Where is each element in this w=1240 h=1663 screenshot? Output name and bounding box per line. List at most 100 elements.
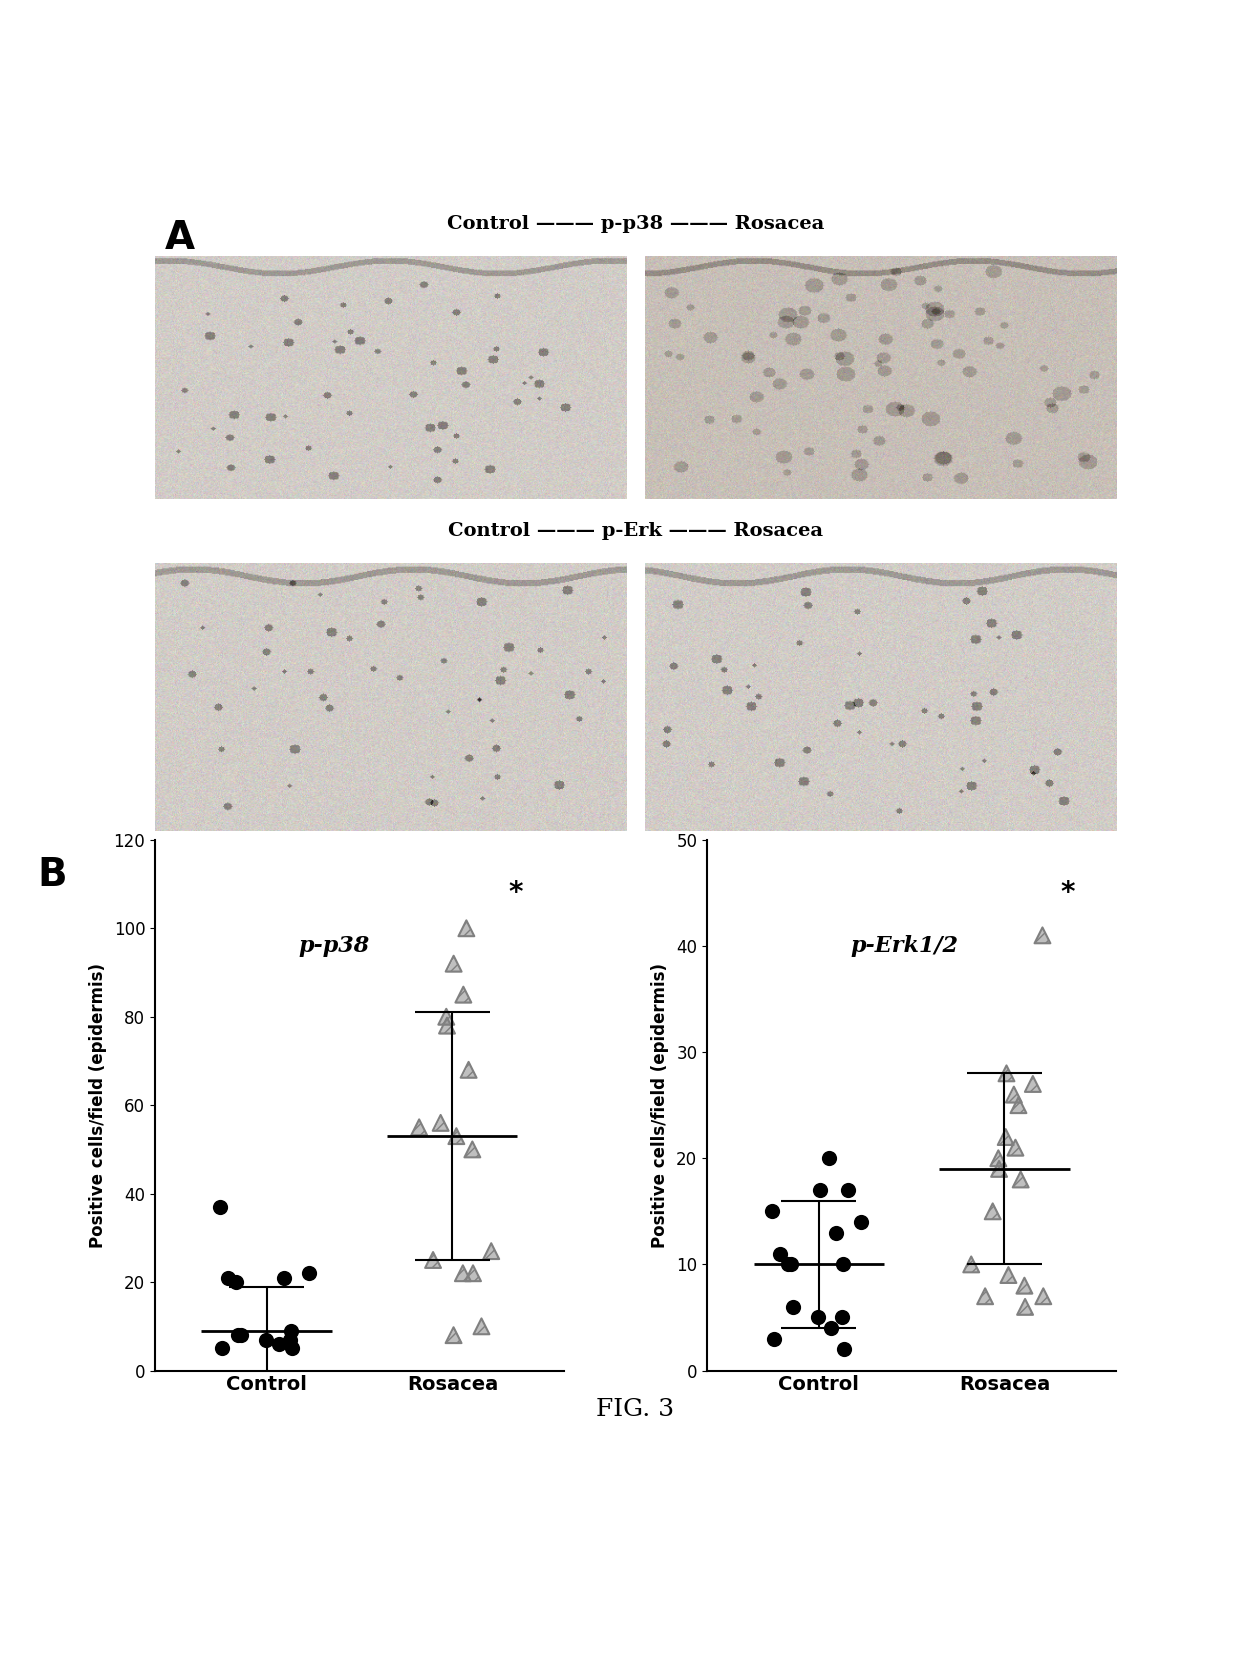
Point: [454, 981, 474, 1008]
Point: [471, 1314, 491, 1340]
Text: p-Erk1/2: p-Erk1/2: [851, 935, 959, 958]
Point: [423, 1247, 443, 1274]
Text: *: *: [508, 878, 523, 906]
Point: [1011, 1166, 1030, 1192]
Point: [409, 1114, 429, 1141]
Y-axis label: Positive cells/field (epidermis): Positive cells/field (epidermis): [88, 963, 107, 1247]
Point: [409, 1114, 429, 1141]
Point: [1033, 921, 1053, 948]
Text: Control ——— p-Erk ——— Rosacea: Control ——— p-Erk ——— Rosacea: [448, 522, 823, 540]
Point: [996, 1124, 1016, 1151]
Point: [463, 1261, 482, 1287]
Point: [280, 1327, 300, 1354]
Point: [444, 1322, 464, 1349]
Point: [810, 1177, 830, 1204]
Point: [777, 1251, 797, 1277]
Point: [764, 1325, 784, 1352]
Point: [446, 1123, 466, 1149]
Point: [770, 1241, 790, 1267]
Point: [1004, 1081, 1024, 1108]
Point: [481, 1237, 501, 1264]
Point: [763, 1197, 782, 1224]
Point: [1006, 1134, 1025, 1161]
Point: [1008, 1093, 1028, 1119]
Point: [463, 1261, 482, 1287]
Point: [436, 1003, 456, 1029]
Point: [833, 1335, 853, 1362]
Point: [444, 950, 464, 976]
Point: [1004, 1081, 1024, 1108]
Point: [280, 1317, 300, 1344]
Point: [456, 915, 476, 941]
Point: [231, 1322, 250, 1349]
Point: [1033, 1282, 1053, 1309]
Point: [1014, 1272, 1034, 1299]
Point: [299, 1261, 319, 1287]
Point: [257, 1327, 277, 1354]
Point: [463, 1136, 482, 1162]
Point: [990, 1156, 1009, 1182]
Point: [456, 915, 476, 941]
Text: B: B: [37, 856, 67, 895]
Point: [1006, 1134, 1025, 1161]
Point: [821, 1315, 841, 1342]
Text: p-p38: p-p38: [298, 935, 370, 958]
Point: [1033, 1282, 1053, 1309]
Text: A: A: [165, 218, 195, 256]
Point: [430, 1109, 450, 1136]
Point: [1011, 1166, 1030, 1192]
Text: *: *: [1060, 878, 1075, 906]
Point: [423, 1247, 443, 1274]
Point: [1014, 1272, 1034, 1299]
Point: [997, 1059, 1017, 1086]
Point: [983, 1197, 1003, 1224]
Point: [274, 1264, 294, 1290]
Point: [218, 1264, 238, 1290]
Point: [436, 1003, 456, 1029]
Point: [212, 1335, 232, 1362]
Point: [453, 1261, 472, 1287]
Point: [826, 1219, 846, 1246]
Point: [1033, 921, 1053, 948]
Point: [453, 1261, 472, 1287]
Point: [1023, 1071, 1043, 1098]
Point: [228, 1322, 248, 1349]
Point: [211, 1194, 231, 1221]
Point: [430, 1109, 450, 1136]
Point: [961, 1251, 981, 1277]
Point: [990, 1156, 1009, 1182]
Point: [226, 1269, 246, 1295]
Point: [838, 1177, 858, 1204]
Point: [820, 1144, 839, 1171]
Point: [459, 1056, 479, 1083]
Point: [463, 1136, 482, 1162]
Point: [998, 1262, 1018, 1289]
Point: [1008, 1093, 1028, 1119]
Point: [454, 981, 474, 1008]
Point: [975, 1282, 994, 1309]
Point: [481, 1237, 501, 1264]
Point: [998, 1262, 1018, 1289]
Point: [833, 1251, 853, 1277]
Point: [444, 950, 464, 976]
Y-axis label: Positive cells/field (epidermis): Positive cells/field (epidermis): [651, 963, 670, 1247]
Point: [436, 1013, 456, 1039]
Text: Control ——— p-p38 ——— Rosacea: Control ——— p-p38 ——— Rosacea: [446, 215, 825, 233]
Point: [1016, 1294, 1035, 1320]
Point: [808, 1304, 828, 1330]
Point: [436, 1013, 456, 1039]
Point: [459, 1056, 479, 1083]
Point: [784, 1294, 804, 1320]
Point: [281, 1335, 301, 1362]
Point: [1023, 1071, 1043, 1098]
Point: [988, 1144, 1008, 1171]
Point: [832, 1304, 852, 1330]
Point: [961, 1251, 981, 1277]
Point: [444, 1322, 464, 1349]
Point: [471, 1314, 491, 1340]
Point: [781, 1251, 801, 1277]
Point: [975, 1282, 994, 1309]
Point: [997, 1059, 1017, 1086]
Point: [851, 1209, 870, 1236]
Point: [446, 1123, 466, 1149]
